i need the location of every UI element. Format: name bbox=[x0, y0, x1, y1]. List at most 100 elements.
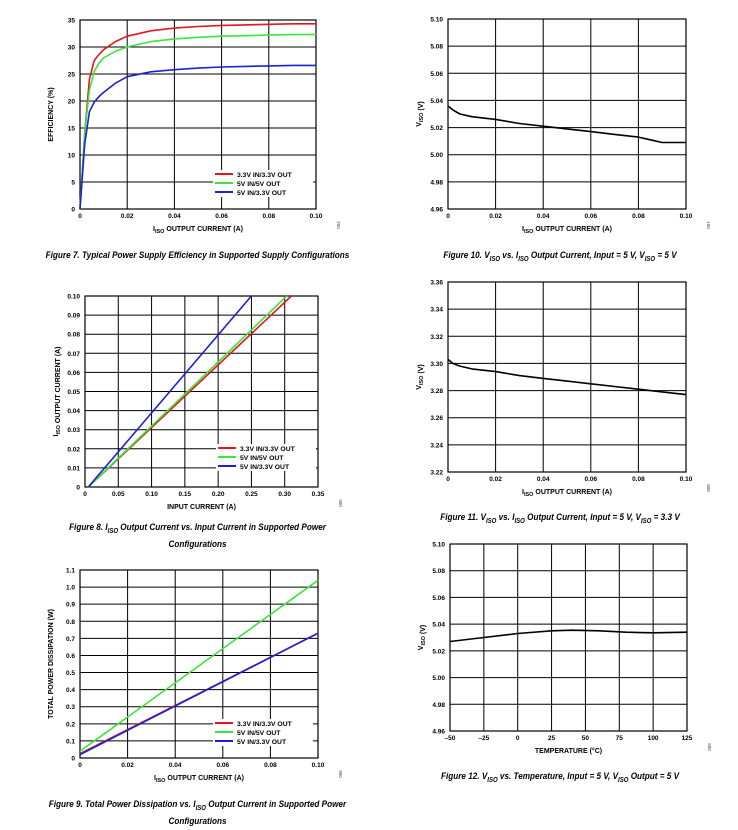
x-tick-label: 0.02 bbox=[489, 476, 502, 483]
fig10-svg: 0 0.02 0.04 0.06 0.08 0.10 4.96 4.98 5.00 5.02 5.0… bbox=[416, 17, 711, 236]
figure-10-caption: Figure 10. VISO vs. IISO Output Current,… bbox=[443, 250, 677, 263]
x-tick-label: 0.10 bbox=[680, 476, 693, 483]
y-tick-label: 0.4 bbox=[66, 687, 75, 694]
y-tick-label: 3.30 bbox=[430, 361, 443, 368]
figure-7-chart: 0 0.02 0.04 0.06 0.08 0.10 0 5 10 15 20 25 30 35 3.3V … bbox=[0, 0, 370, 245]
legend-label: 5V IN/5V OUT bbox=[237, 730, 281, 737]
y-tick-label: 10 bbox=[68, 153, 76, 160]
legend-bg bbox=[213, 737, 313, 746]
y-tick-label: 0.08 bbox=[67, 332, 80, 339]
x-tick-label: 0.04 bbox=[169, 762, 182, 769]
x-tick-label: –50 bbox=[445, 735, 456, 742]
x-tick-label: 0.06 bbox=[215, 213, 228, 220]
figure-10-chart: 0 0.02 0.04 0.06 0.08 0.10 4.96 4.98 5.00 5.02 5.0… bbox=[370, 0, 738, 245]
legend-bg bbox=[213, 179, 313, 188]
fig9-svg: 0 0.02 0.04 0.06 0.08 0.10 0 0.1 0.2 0.3 0.4 0.5 0.6… bbox=[48, 568, 343, 785]
x-tick-label: 0.06 bbox=[584, 476, 597, 483]
legend-bg bbox=[216, 462, 316, 471]
y-tick-label: 4.98 bbox=[432, 702, 445, 709]
x-tick-label: 0 bbox=[446, 476, 450, 483]
plot-frame bbox=[449, 543, 688, 732]
y-tick-label: 0.10 bbox=[67, 294, 80, 301]
y-tick-label: 0.04 bbox=[67, 408, 80, 415]
figure-8-chart: 0 0.05 0.10 0.15 0.20 0.25 0.30 0.35 0 0.01 0.02 0.… bbox=[0, 283, 370, 513]
figure-12-caption: Figure 12. VISO vs. Temperature, Input =… bbox=[440, 771, 680, 784]
y-tick-label: 3.24 bbox=[430, 442, 443, 449]
x-axis-label: TEMPERATURE (°C) bbox=[535, 747, 602, 755]
y-tick-label: 20 bbox=[68, 99, 76, 106]
figure-code: 007 bbox=[706, 221, 711, 229]
legend-label: 5V IN/5V OUT bbox=[237, 181, 281, 188]
y-axis-label: IISO OUTPUT CURRENT (A) bbox=[53, 347, 62, 437]
x-tick-label: 125 bbox=[682, 735, 693, 742]
x-tick-label: 0.15 bbox=[179, 491, 192, 498]
x-axis-label: IISO OUTPUT CURRENT (A) bbox=[522, 489, 612, 498]
figure-code: 004 bbox=[336, 221, 341, 229]
x-tick-label: 50 bbox=[582, 735, 590, 742]
y-tick-label: 0.2 bbox=[66, 721, 75, 728]
y-axis-label: TOTAL POWER DISSIPATION (W) bbox=[48, 609, 55, 719]
series-line-5v-in-3-3v-out bbox=[87, 295, 253, 488]
fig12-svg: –50 –25 0 25 50 75 100 125 4.96 4.98 5.00 5.02 5.04 5… bbox=[418, 542, 712, 756]
y-tick-label: 4.96 bbox=[430, 207, 443, 214]
y-tick-label: 0.01 bbox=[67, 465, 80, 472]
y-tick-label: 0 bbox=[71, 207, 75, 214]
y-tick-label: 15 bbox=[68, 126, 76, 133]
fig11-svg: 0 0.02 0.04 0.06 0.08 0.10 3.22 3.24 3.26 3.28 3.3… bbox=[416, 280, 711, 499]
figure-code: 009 bbox=[707, 743, 712, 751]
y-tick-label: 5.08 bbox=[432, 568, 445, 575]
x-tick-label: 0.06 bbox=[584, 213, 597, 220]
plot-frame bbox=[79, 569, 319, 759]
x-tick-label: 0.08 bbox=[264, 762, 277, 769]
x-tick-label: 0.10 bbox=[310, 213, 323, 220]
y-tick-label: 0.8 bbox=[66, 619, 75, 626]
y-tick-label: 3.32 bbox=[430, 334, 443, 341]
y-tick-label: 0.03 bbox=[67, 427, 80, 434]
x-tick-label: 0.20 bbox=[212, 491, 225, 498]
series-line-vout bbox=[447, 105, 686, 144]
x-tick-label: 0 bbox=[78, 213, 82, 220]
y-tick-label: 0.3 bbox=[66, 704, 75, 711]
y-tick-label: 5.10 bbox=[432, 542, 445, 549]
y-axis-label: EFFICIENCY (%) bbox=[48, 87, 55, 141]
x-tick-label: 0.02 bbox=[489, 213, 502, 220]
figure-code: 008 bbox=[706, 484, 711, 492]
figure-11-chart: 0 0.02 0.04 0.06 0.08 0.10 3.22 3.24 3.26 3.28 3.3… bbox=[370, 272, 738, 502]
x-tick-label: 0 bbox=[446, 213, 450, 220]
y-tick-label: 0.9 bbox=[66, 602, 75, 609]
y-tick-label: 1.1 bbox=[66, 568, 75, 575]
legend-label: 5V IN/3.3V OUT bbox=[237, 739, 287, 746]
x-axis-label: IISO OUTPUT CURRENT (A) bbox=[153, 226, 243, 235]
y-tick-label: 3.28 bbox=[430, 388, 443, 395]
y-tick-label: 5.10 bbox=[430, 17, 443, 24]
y-tick-label: 5.06 bbox=[430, 71, 443, 78]
y-tick-label: 0.6 bbox=[66, 653, 75, 660]
legend-label: 3.3V IN/3.3V OUT bbox=[237, 172, 293, 179]
x-tick-label: 0.02 bbox=[121, 213, 134, 220]
x-tick-label: 0.10 bbox=[312, 762, 325, 769]
y-tick-label: 5.08 bbox=[430, 44, 443, 51]
y-tick-label: 3.26 bbox=[430, 415, 443, 422]
y-tick-label: 5.04 bbox=[432, 622, 445, 629]
x-tick-label: 100 bbox=[648, 735, 659, 742]
series-line-3-3v-in-3-3v-out bbox=[79, 22, 316, 210]
x-tick-label: 0.30 bbox=[278, 491, 291, 498]
y-tick-label: 5.06 bbox=[432, 595, 445, 602]
y-axis-label: VISO (V) bbox=[418, 625, 427, 650]
y-tick-label: 5 bbox=[71, 180, 75, 187]
plot-frame bbox=[447, 281, 687, 473]
y-tick-label: 3.36 bbox=[430, 280, 443, 287]
legend-label: 5V IN/5V OUT bbox=[240, 455, 284, 462]
y-tick-label: 5.00 bbox=[432, 675, 445, 682]
y-tick-label: 0.7 bbox=[66, 636, 75, 643]
x-tick-label: 0.08 bbox=[632, 476, 645, 483]
x-tick-label: 75 bbox=[616, 735, 624, 742]
figure-11-caption: Figure 11. VISO vs. IISO Output Current,… bbox=[440, 512, 680, 525]
y-tick-label: 0 bbox=[71, 756, 75, 763]
y-tick-label: 3.22 bbox=[430, 470, 443, 477]
y-tick-label: 3.34 bbox=[430, 307, 443, 314]
plot-frame bbox=[79, 19, 317, 210]
y-tick-label: 35 bbox=[68, 18, 76, 25]
y-tick-label: 0.1 bbox=[66, 738, 75, 745]
legend-bg bbox=[213, 188, 313, 197]
